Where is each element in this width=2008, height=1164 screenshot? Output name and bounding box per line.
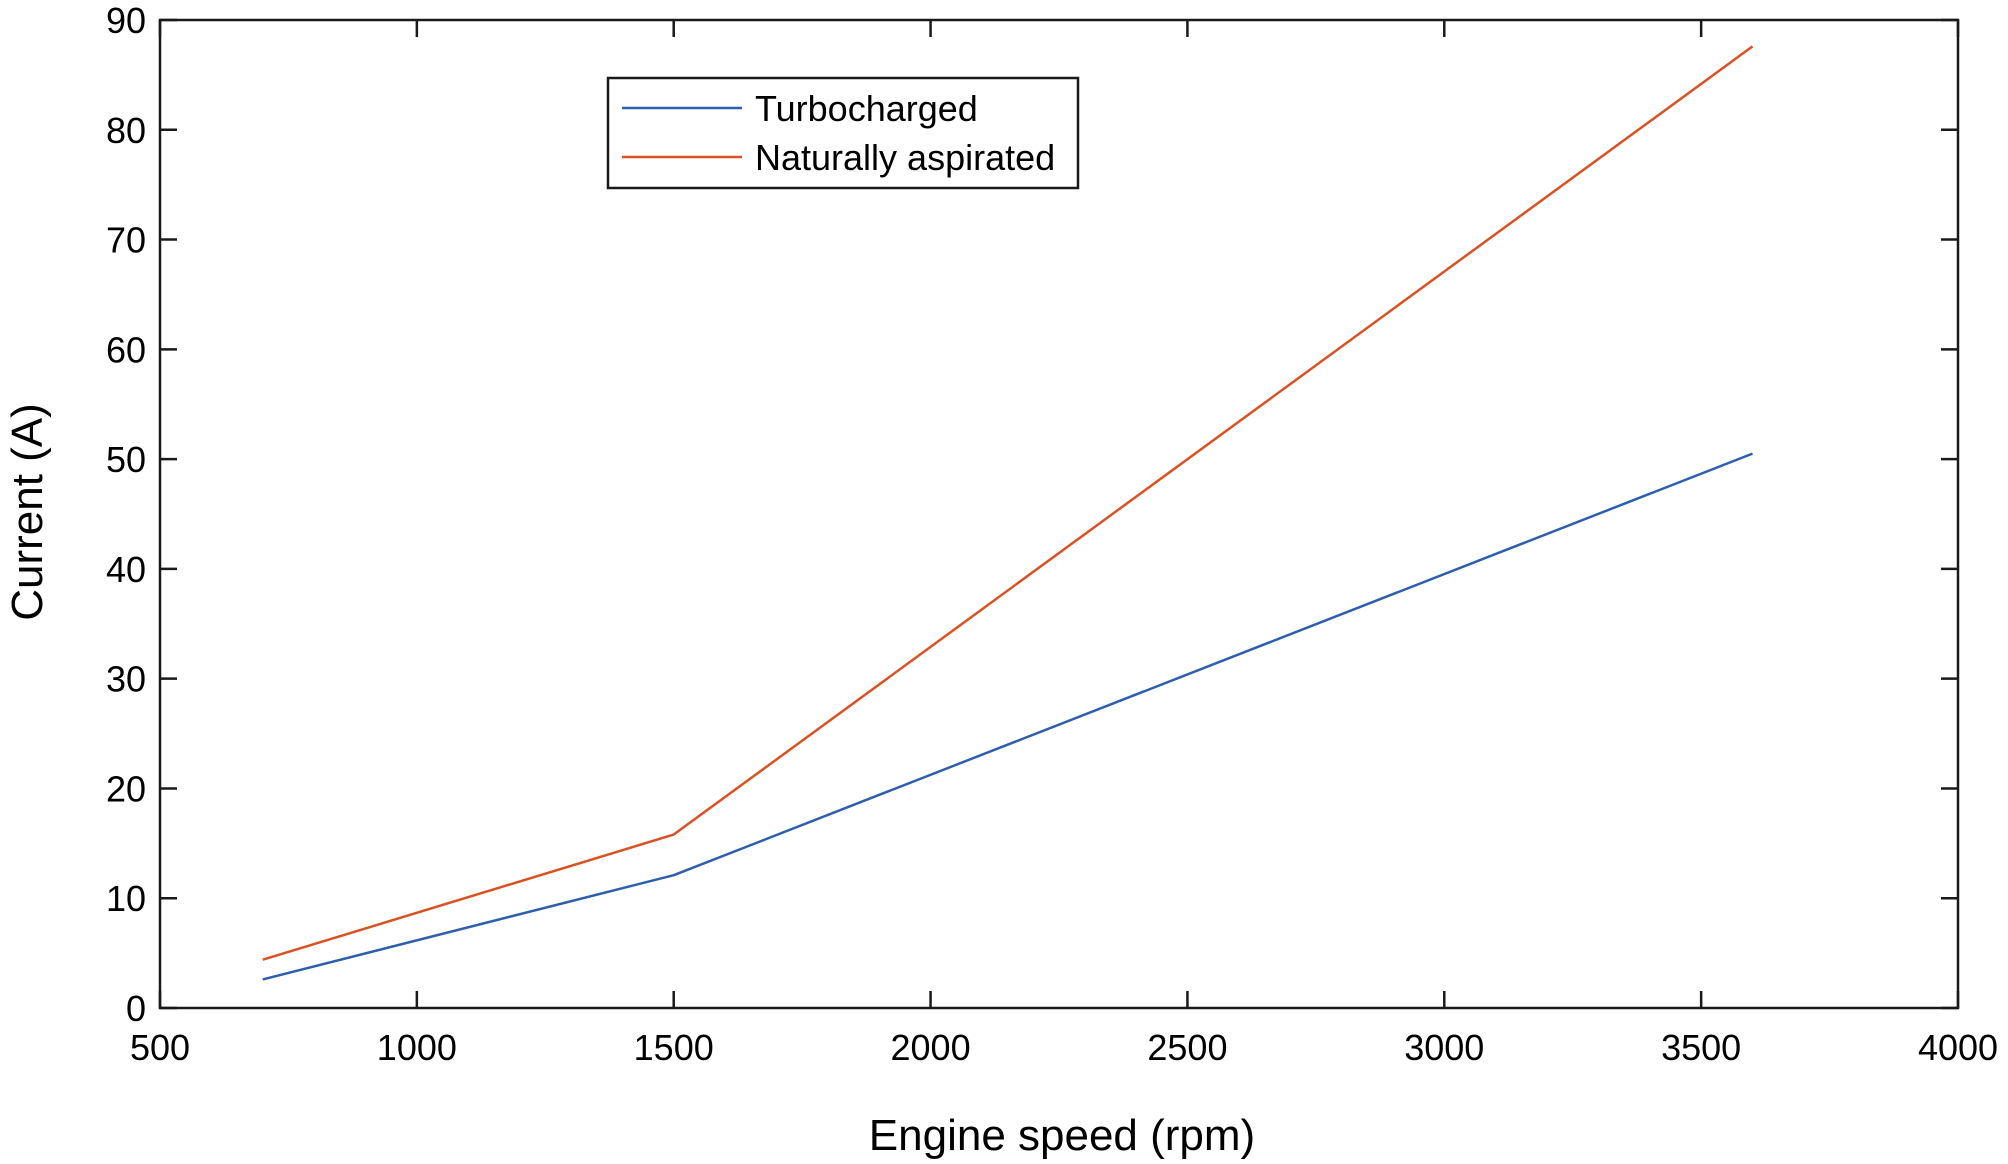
x-tick-labels: 500 1000 1500 2000 2500 3000 3500 4000 [130,1027,1998,1068]
x-tick-label: 1500 [634,1027,714,1068]
series-lines [262,45,1754,981]
y-tick-label: 40 [106,549,146,590]
legend: Turbocharged Naturally aspirated [606,76,1080,190]
x-tick-label: 1000 [377,1027,457,1068]
x-axis-label: Engine speed (rpm) [869,1111,1255,1160]
x-tick-label: 4000 [1918,1027,1998,1068]
x-tick-label: 2000 [891,1027,971,1068]
x-tick-label: 3500 [1661,1027,1741,1068]
y-tick-label: 60 [106,329,146,370]
plot-frame [158,18,1960,1010]
y-tick-label: 30 [106,659,146,700]
ytick-marks [160,18,1958,1010]
series-line-turbocharged [262,452,1753,981]
x-tick-label: 3000 [1404,1027,1484,1068]
y-tick-label: 0 [126,988,146,1029]
y-tick-label: 50 [106,439,146,480]
y-axis-label: Current (A) [3,403,52,621]
y-tick-label: 10 [106,878,146,919]
y-tick-label: 90 [106,0,146,41]
y-tick-labels: 0 10 20 30 40 50 60 70 80 90 [106,0,146,1029]
legend-box [606,76,1080,190]
x-tick-label: 500 [130,1027,190,1068]
x-tick-label: 2500 [1147,1027,1227,1068]
y-tick-label: 70 [106,220,146,261]
y-tick-label: 20 [106,768,146,809]
y-tick-label: 80 [106,110,146,151]
series-line-naturally-aspirated [262,45,1754,961]
legend-label-turbocharged: Turbocharged [755,88,978,129]
legend-label-naturally-aspirated: Naturally aspirated [755,137,1055,178]
